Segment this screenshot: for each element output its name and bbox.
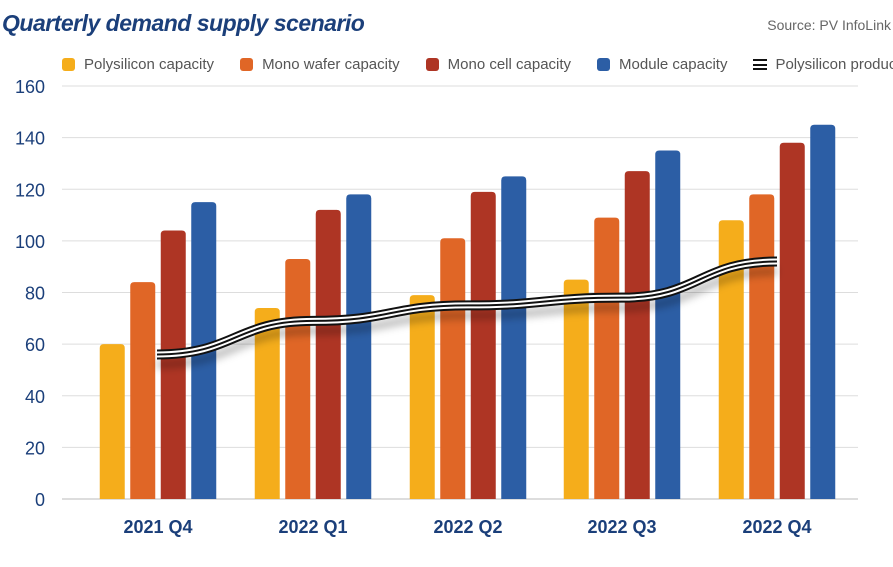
legend-swatch — [597, 58, 611, 71]
legend-item: Mono cell capacity — [425, 56, 572, 73]
bar — [315, 209, 341, 499]
x-tick-label: 2022 Q2 — [433, 517, 502, 537]
chart-title: Quarterly demand supply scenario — [2, 10, 365, 36]
y-tick-label: 100 — [15, 232, 45, 252]
y-tick-label: 140 — [15, 129, 45, 149]
y-tick-label: 20 — [25, 438, 45, 458]
y-tick-label: 160 — [15, 77, 45, 97]
bar — [718, 220, 744, 499]
bar — [655, 150, 681, 499]
legend: Polysilicon capacity Mono wafer capacity… — [62, 56, 893, 73]
bar — [99, 344, 125, 499]
legend-label: Module capacity — [619, 56, 728, 73]
bar — [470, 191, 496, 500]
chart-source: Source: PV InfoLink — [767, 17, 891, 33]
bar — [409, 295, 435, 499]
bar — [254, 307, 280, 499]
legend-item: Polysilicon production — [753, 56, 893, 73]
series-line-inner — [156, 260, 778, 356]
y-tick-label: 40 — [25, 387, 45, 407]
legend-label: Polysilicon capacity — [84, 56, 215, 73]
y-tick-label: 80 — [25, 284, 45, 304]
legend-item: Module capacity — [597, 56, 727, 73]
bar — [346, 194, 372, 499]
bar — [563, 279, 589, 499]
bar — [285, 258, 311, 499]
legend-swatch — [425, 58, 439, 71]
bar — [624, 171, 650, 499]
legend-label: Mono wafer capacity — [262, 56, 400, 73]
x-tick-label: 2022 Q3 — [587, 517, 656, 537]
bar — [779, 142, 805, 499]
x-tick-label: 2022 Q1 — [278, 517, 347, 537]
x-tick-label: 2021 Q4 — [123, 517, 192, 537]
bar — [440, 238, 466, 499]
line-shadow — [156, 267, 778, 369]
legend-item: Mono wafer capacity — [240, 56, 400, 73]
bar — [501, 176, 527, 499]
y-tick-label: 60 — [25, 335, 45, 355]
bar — [594, 217, 620, 500]
x-tick-label: 2022 Q4 — [742, 517, 811, 537]
legend-label: Polysilicon production — [775, 56, 893, 73]
y-tick-label: 0 — [35, 490, 45, 510]
legend-item: Polysilicon capacity — [62, 56, 214, 73]
bar — [749, 194, 775, 499]
bar — [130, 282, 156, 499]
legend-line-swatch — [753, 59, 768, 70]
y-tick-label: 120 — [15, 180, 45, 200]
legend-swatch — [62, 58, 75, 71]
bar — [810, 124, 836, 499]
legend-label: Mono cell capacity — [447, 56, 572, 73]
legend-swatch — [240, 58, 254, 71]
